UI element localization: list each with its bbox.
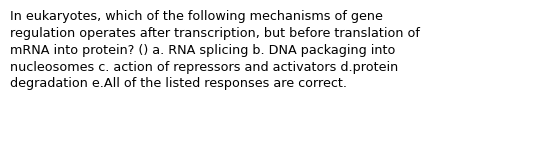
- Text: In eukaryotes, which of the following mechanisms of gene
regulation operates aft: In eukaryotes, which of the following me…: [10, 10, 420, 90]
